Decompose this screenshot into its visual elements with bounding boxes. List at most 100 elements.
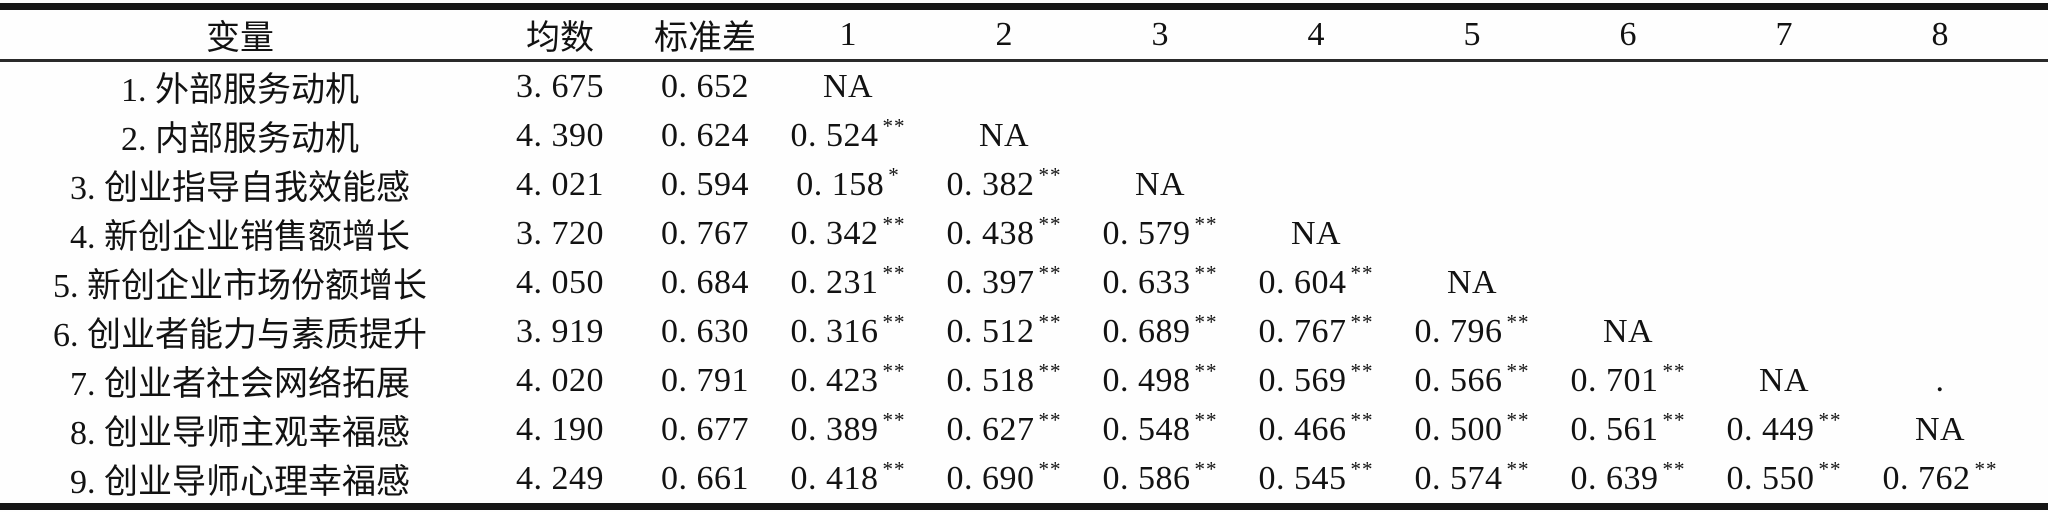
- corr-cell: [1394, 61, 1550, 112]
- corr-cell: [1238, 61, 1394, 112]
- corr-value: NA: [1290, 214, 1342, 252]
- corr-cell: [1706, 111, 1862, 160]
- corr-value: 0. 796: [1414, 312, 1503, 350]
- corr-cell: [1862, 307, 2018, 356]
- row-filler: [2018, 61, 2048, 112]
- significance-mark: **: [1506, 407, 1530, 432]
- mean-cell: 3. 919: [516, 312, 604, 350]
- corr-value: 0. 466: [1258, 410, 1347, 448]
- corr-value: 0. 545: [1258, 459, 1347, 497]
- table-row: 7. 创业者社会网络拓展 4. 020 0. 791 0. 423 ** 0. 518 **…: [0, 356, 2048, 405]
- variable-cell: 7. 创业者社会网络拓展: [70, 366, 410, 403]
- mean-cell: 4. 020: [516, 361, 604, 399]
- corr-value: 0. 762: [1882, 459, 1971, 497]
- corr-value: NA: [1758, 361, 1810, 399]
- correlation-table: 变量 均数 标准差 1 2 3 4 5 6 7 8 1. 外部服务动机 3. 675 0. 652 NA 2…: [0, 3, 2048, 510]
- corr-value: NA: [978, 116, 1030, 154]
- row-filler: [2018, 405, 2048, 454]
- corr-cell: NA: [1082, 160, 1238, 209]
- corr-value: 0. 561: [1570, 410, 1659, 448]
- corr-cell: [1394, 160, 1550, 209]
- sd-cell: 0. 594: [661, 165, 749, 203]
- corr-cell: [1706, 258, 1862, 307]
- column-header: 4: [1238, 6, 1394, 62]
- significance-mark: **: [1662, 358, 1686, 383]
- corr-cell: 0. 438 **: [926, 209, 1082, 258]
- significance-mark: **: [1038, 309, 1062, 334]
- corr-value: NA: [1602, 312, 1654, 350]
- corr-value: 0. 158: [796, 165, 885, 203]
- column-header: 8: [1862, 6, 2018, 62]
- corr-cell: 0. 512 **: [926, 307, 1082, 356]
- corr-cell: 0. 550 **: [1706, 454, 1862, 507]
- corr-cell: NA: [770, 61, 926, 112]
- corr-value: 0. 500: [1414, 410, 1503, 448]
- corr-cell: [1082, 61, 1238, 112]
- corr-cell: [1238, 160, 1394, 209]
- corr-cell: 0. 500 **: [1394, 405, 1550, 454]
- corr-value: 0. 639: [1570, 459, 1659, 497]
- sd-cell: 0. 791: [661, 361, 749, 399]
- corr-cell: 0. 689 **: [1082, 307, 1238, 356]
- corr-cell: 0. 466 **: [1238, 405, 1394, 454]
- corr-cell: 0. 397 **: [926, 258, 1082, 307]
- significance-mark: **: [1818, 407, 1842, 432]
- corr-cell: [1862, 160, 2018, 209]
- significance-mark: **: [882, 358, 906, 383]
- significance-mark: **: [882, 309, 906, 334]
- table-row: 6. 创业者能力与素质提升 3. 919 0. 630 0. 316 ** 0. 512 *…: [0, 307, 2048, 356]
- row-filler: [2018, 258, 2048, 307]
- corr-value: 0. 627: [946, 410, 1035, 448]
- corr-value: 0. 690: [946, 459, 1035, 497]
- corr-value: 0. 518: [946, 361, 1035, 399]
- corr-cell: [1394, 209, 1550, 258]
- significance-mark: **: [1506, 456, 1530, 481]
- corr-cell: NA: [1862, 405, 2018, 454]
- corr-value: 0. 550: [1726, 459, 1815, 497]
- corr-value: 0. 498: [1102, 361, 1191, 399]
- variable-cell: 8. 创业导师主观幸福感: [70, 415, 410, 452]
- table-body: 1. 外部服务动机 3. 675 0. 652 NA 2. 内部服务动机 4. 390 0.…: [0, 61, 2048, 507]
- corr-cell: [1706, 61, 1862, 112]
- significance-mark: **: [1350, 309, 1374, 334]
- variable-cell: 5. 新创企业市场份额增长: [53, 268, 427, 305]
- corr-cell: [1862, 209, 2018, 258]
- corr-value: 0. 689: [1102, 312, 1191, 350]
- corr-value: 0. 423: [790, 361, 879, 399]
- significance-mark: **: [1194, 358, 1218, 383]
- column-header: 标准差: [640, 6, 770, 62]
- corr-cell: 0. 423 **: [770, 356, 926, 405]
- corr-cell: 0. 561 **: [1550, 405, 1706, 454]
- corr-value: 0. 633: [1102, 263, 1191, 301]
- sd-cell: 0. 767: [661, 214, 749, 252]
- corr-value: 0. 231: [790, 263, 879, 301]
- variable-cell: 2. 内部服务动机: [121, 121, 359, 158]
- corr-value: 0. 548: [1102, 410, 1191, 448]
- corr-cell: [1706, 209, 1862, 258]
- corr-cell: NA: [1238, 209, 1394, 258]
- corr-value: 0. 566: [1414, 361, 1503, 399]
- corr-value: 0. 438: [946, 214, 1035, 252]
- variable-cell: 3. 创业指导自我效能感: [70, 170, 410, 207]
- corr-value: 0. 382: [946, 165, 1035, 203]
- corr-value: 0. 524: [790, 116, 879, 154]
- corr-cell: [1550, 209, 1706, 258]
- corr-value: 0. 569: [1258, 361, 1347, 399]
- corr-cell: 0. 574 **: [1394, 454, 1550, 507]
- significance-mark: **: [1194, 309, 1218, 334]
- corr-cell: 0. 524 **: [770, 111, 926, 160]
- corr-cell: 0. 518 **: [926, 356, 1082, 405]
- corr-cell: 0. 548 **: [1082, 405, 1238, 454]
- corr-cell: 0. 342 **: [770, 209, 926, 258]
- corr-value: 0. 574: [1414, 459, 1503, 497]
- corr-cell: [1238, 111, 1394, 160]
- corr-cell: 0. 449 **: [1706, 405, 1862, 454]
- mean-cell: 4. 021: [516, 165, 604, 203]
- significance-mark: **: [1350, 407, 1374, 432]
- corr-cell: 0. 382 **: [926, 160, 1082, 209]
- corr-cell: 0. 569 **: [1238, 356, 1394, 405]
- significance-mark: *: [888, 162, 900, 187]
- corr-cell: 0. 231 **: [770, 258, 926, 307]
- corr-value: 0. 397: [946, 263, 1035, 301]
- corr-cell: [1550, 61, 1706, 112]
